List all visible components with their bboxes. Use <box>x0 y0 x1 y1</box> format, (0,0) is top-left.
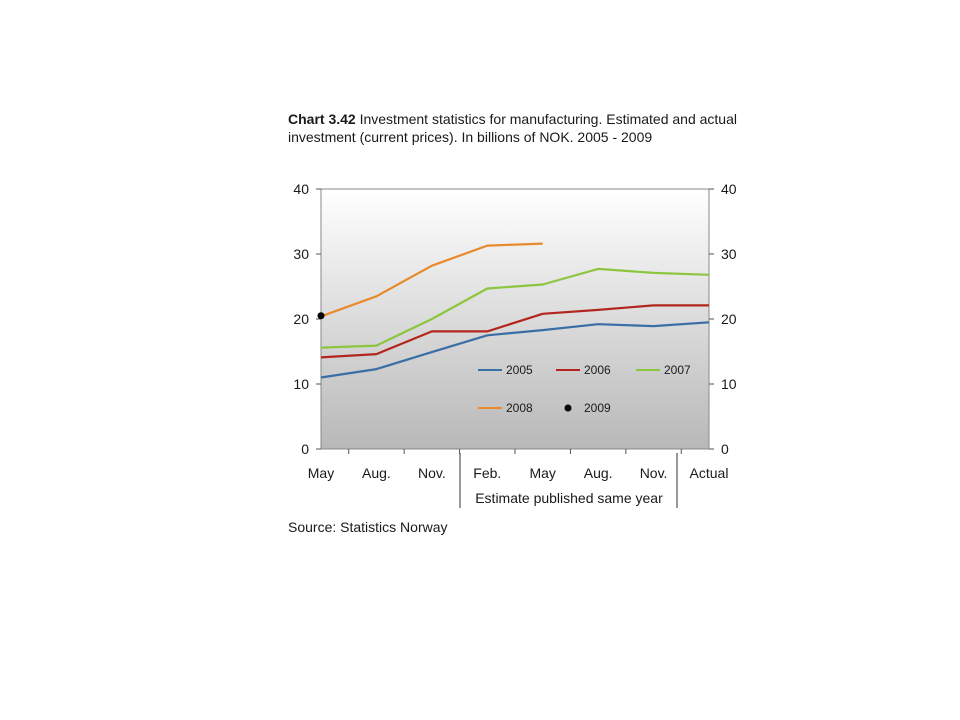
x-tick-label: Feb. <box>473 465 501 481</box>
y-tick-label-right: 0 <box>721 441 729 457</box>
legend-label-2006: 2006 <box>584 363 611 377</box>
chart-number: Chart 3.42 <box>288 111 356 127</box>
x-tick-label: Aug. <box>362 465 391 481</box>
y-tick-label-right: 40 <box>721 181 737 197</box>
legend-label-2005: 2005 <box>506 363 533 377</box>
series-2009-point <box>317 312 325 320</box>
estimate-note: Estimate published same year <box>475 490 663 506</box>
x-tick-label: May <box>529 465 555 481</box>
x-tick-label: May <box>308 465 334 481</box>
x-tick-label: Nov. <box>418 465 446 481</box>
x-tick-label: Actual <box>690 465 729 481</box>
y-tick-label-left: 30 <box>293 246 309 262</box>
y-tick-label-left: 20 <box>293 311 309 327</box>
series-2006-line <box>320 304 709 359</box>
x-tick-label: Nov. <box>640 465 668 481</box>
legend-label-2009: 2009 <box>584 401 611 415</box>
y-tick-label-right: 20 <box>721 311 737 327</box>
plot-area <box>320 188 710 450</box>
series-2007-line <box>320 267 710 349</box>
y-tick-label-right: 10 <box>721 376 737 392</box>
y-tick-label-left: 10 <box>293 376 309 392</box>
chart-title-text: Investment statistics for manufacturing.… <box>288 111 737 145</box>
legend-label-2007: 2007 <box>664 363 691 377</box>
y-tick-label-left: 40 <box>293 181 309 197</box>
source-note: Source: Statistics Norway <box>288 519 448 535</box>
chart-title: Chart 3.42 Investment statistics for man… <box>288 110 738 146</box>
series-2005-line <box>320 321 710 379</box>
y-tick-label-right: 30 <box>721 246 737 262</box>
series-2008-line <box>320 242 543 318</box>
y-tick-label-left: 0 <box>301 441 309 457</box>
legend-marker-2009 <box>564 404 572 412</box>
x-tick-label: Aug. <box>584 465 613 481</box>
legend-label-2008: 2008 <box>506 401 533 415</box>
